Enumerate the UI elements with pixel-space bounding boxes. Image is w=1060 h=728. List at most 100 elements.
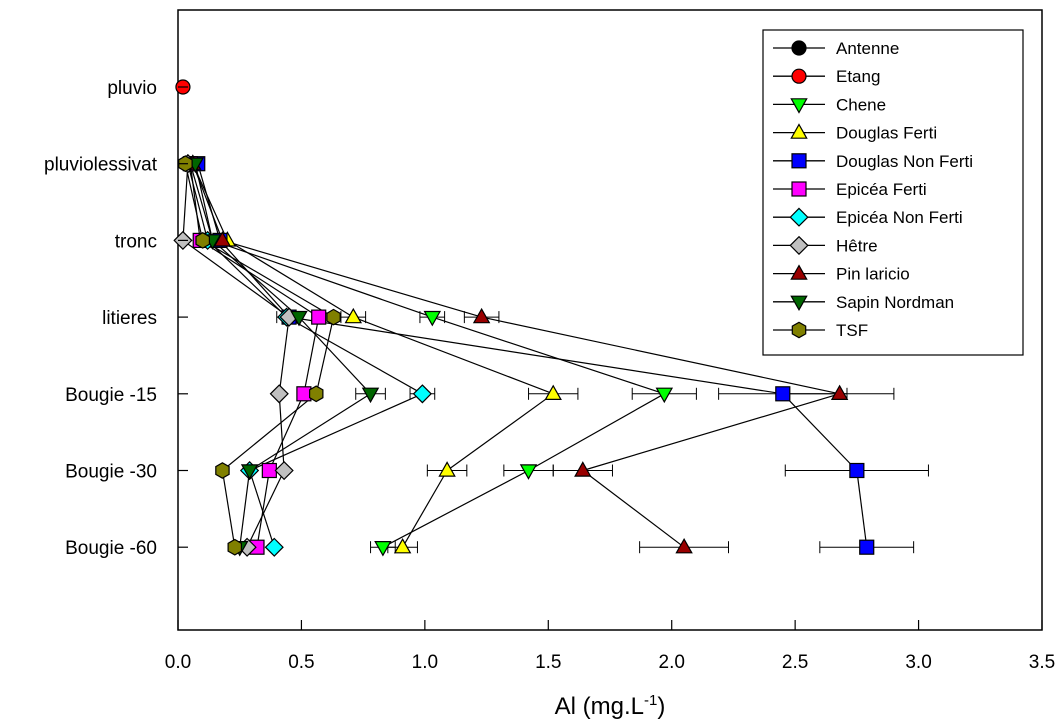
series-line-tsf (222, 393, 317, 471)
point-hetre (269, 384, 289, 404)
x-tick-label: 1.0 (412, 652, 438, 673)
series-line-hetre (182, 239, 290, 318)
point-douglas-ferti (544, 384, 562, 400)
point-douglas-non-ferti (775, 386, 791, 402)
series-line-pin-laricio (481, 316, 840, 395)
series-line-douglas-non-ferti (856, 470, 868, 548)
series-line-douglas-ferti (402, 470, 448, 548)
series-line-chene (432, 316, 665, 395)
plot-area (177, 9, 1043, 631)
point-pin-laricio (472, 307, 491, 324)
series-line-tsf (315, 316, 335, 394)
series-line-douglas-ferti (353, 316, 554, 395)
point-hetre (274, 460, 294, 481)
series-line-douglas-ferti (227, 239, 354, 318)
x-tick-label: 0.5 (288, 652, 314, 673)
series-line-pin-laricio (582, 470, 685, 548)
x-tick-label: 2.5 (782, 652, 808, 673)
x-axis: 0.0 0.5 1.0 1.5 2.0 2.5 3.0 3.5 (165, 620, 1055, 673)
legend-marker-chene (790, 98, 808, 114)
point-pin-laricio (574, 461, 592, 477)
legend-marker-epicea-ferti (791, 181, 807, 197)
series-line-sapin-nordman (239, 470, 251, 548)
point-pin-laricio (830, 384, 849, 400)
series-line-epicea-ferti (303, 316, 320, 394)
point-chene (374, 540, 392, 557)
legend: Antenne Etang Chene Douglas Ferti Douglas No… (762, 29, 1024, 356)
series-line-sapin-nordman (249, 393, 371, 472)
point-pin-laricio (213, 231, 232, 247)
point-epicea-non-ferti (412, 384, 432, 404)
series-line-chene (382, 469, 529, 548)
series-line-chene (528, 393, 665, 472)
point-epicea-ferti (296, 386, 312, 402)
legend-marker-pin-laricio (790, 264, 808, 280)
x-tick-label: 0.0 (165, 652, 191, 673)
series-line-epicea-non-ferti (286, 316, 423, 395)
point-tsf (215, 462, 230, 479)
series-line-chene (189, 163, 214, 241)
point-tsf (195, 232, 210, 249)
series-line-sapin-nordman (194, 163, 214, 241)
point-chene (655, 387, 674, 404)
legend-marker-hetre (789, 235, 809, 256)
point-pin-laricio (675, 537, 693, 554)
series-line-sapin-nordman (298, 316, 371, 395)
point-tsf (227, 538, 242, 556)
series-line-pin-laricio (222, 239, 482, 318)
y-tick-label: pluviolessivat (44, 155, 158, 176)
x-axis-label-superscript: -1 (644, 692, 657, 709)
y-tick-label: Bougie -60 (65, 538, 157, 559)
y-tick-label: litieres (102, 308, 157, 329)
series-line-epicea-ferti (189, 163, 201, 241)
legend-marker-etang (791, 68, 807, 84)
series-lines (182, 163, 868, 548)
legend-label-etang: Etang (836, 67, 880, 86)
series-line-tsf (202, 239, 334, 318)
point-tsf (309, 385, 324, 403)
series-line-hetre (278, 393, 285, 471)
legend-label-tsf: TSF (836, 321, 868, 340)
point-epicea-ferti (311, 309, 327, 325)
series-line-epicea-non-ferti (207, 239, 288, 318)
series-line-douglas-non-ferti (219, 239, 290, 318)
series-line-hetre (246, 470, 285, 548)
legend-label-antenne: Antenne (836, 39, 899, 58)
series-line-epicea-non-ferti (249, 393, 423, 472)
x-tick-label: 3.5 (1029, 652, 1055, 673)
legend-label-hetre: Hêtre (836, 236, 878, 255)
x-tick-label: 1.5 (535, 652, 561, 673)
legend-marker-antenne (791, 40, 807, 56)
legend-marker-douglas-ferti (790, 123, 808, 139)
series-line-epicea-non-ferti (187, 163, 209, 241)
series-line-hetre (278, 317, 290, 394)
point-douglas-non-ferti (859, 539, 875, 555)
legend-label-douglas-ferti: Douglas Ferti (836, 124, 937, 143)
point-sapin-nordman (361, 387, 380, 404)
point-douglas-non-ferti (849, 462, 865, 479)
x-tick-label: 2.0 (659, 652, 685, 673)
point-epicea-ferti (261, 462, 277, 479)
series-line-pin-laricio (582, 393, 840, 472)
point-douglas-ferti (393, 537, 412, 554)
point-tsf (326, 308, 341, 326)
y-axis: pluvio pluviolessivat tronc litieres Bougie … (44, 78, 188, 559)
series-line-douglas-non-ferti (197, 163, 221, 241)
x-axis-label: Al (mg.L-1) (555, 692, 666, 720)
series-line-tsf (184, 163, 204, 241)
legend-label-chene: Chene (836, 95, 886, 114)
point-sapin-nordman (290, 310, 308, 327)
legend-label-douglas-non-ferti: Douglas Non Ferti (836, 152, 973, 171)
x-tick-label: 3.0 (905, 652, 931, 673)
y-tick-label: pluvio (107, 78, 157, 99)
legend-label-sapin-nordman: Sapin Nordman (836, 293, 954, 312)
x-axis-label-end: ) (657, 693, 665, 720)
series-line-douglas-ferti (446, 393, 554, 471)
series-line-sapin-nordman (212, 239, 300, 318)
point-epicea-non-ferti (264, 537, 284, 557)
series-line-tsf (221, 470, 236, 548)
point-douglas-ferti (438, 461, 456, 477)
y-tick-label: tronc (115, 231, 157, 252)
legend-marker-tsf (791, 321, 807, 339)
